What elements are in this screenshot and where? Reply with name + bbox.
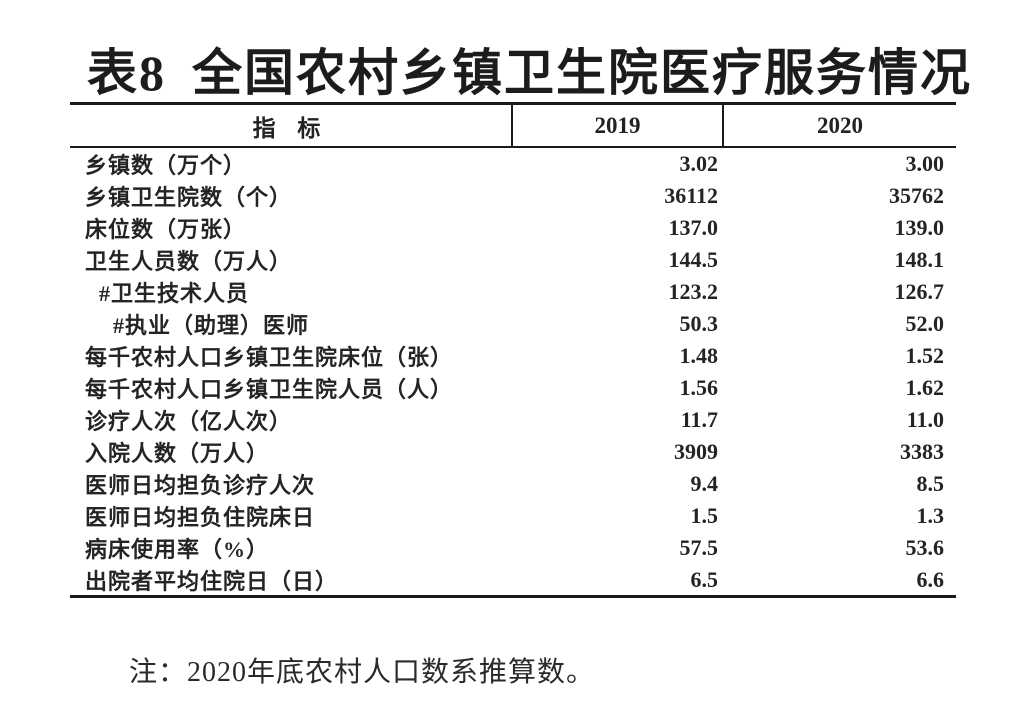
table-row: #卫生技术人员 123.2 126.7	[70, 276, 956, 308]
value-2019: 1.5	[690, 503, 719, 528]
value-2020: 139.0	[894, 215, 945, 240]
value-2019: 137.0	[668, 215, 719, 240]
table-number: 表8	[87, 45, 166, 101]
table-row: 床位数（万张） 137.0 139.0	[70, 212, 956, 244]
table-row: 每千农村人口乡镇卫生院人员（人） 1.56 1.62	[70, 372, 956, 404]
table-row: 医师日均担负诊疗人次 9.4 8.5	[70, 468, 956, 500]
value-2020: 52.0	[905, 311, 945, 336]
page-title: 表8 全国农村乡镇卫生院医疗服务情况	[87, 33, 972, 105]
table-row: 乡镇卫生院数（个） 36112 35762	[70, 180, 956, 212]
value-2020: 1.52	[905, 343, 945, 368]
indicator-label: 医师日均担负诊疗人次	[85, 473, 316, 498]
indicator-label: 出院者平均住院日（日）	[85, 569, 339, 594]
indicator-label: 病床使用率（%）	[85, 537, 270, 562]
table-row: 入院人数（万人） 3909 3383	[70, 436, 956, 468]
table-row: 卫生人员数（万人） 144.5 148.1	[70, 244, 956, 276]
table-body: 乡镇数（万个） 3.02 3.00 乡镇卫生院数（个） 36112 35762 …	[70, 148, 956, 598]
table-row: 每千农村人口乡镇卫生院床位（张） 1.48 1.52	[70, 340, 956, 372]
value-2020: 8.5	[916, 471, 945, 496]
value-2020: 11.0	[906, 407, 944, 432]
column-header-2020: 2020	[722, 105, 956, 146]
column-header-indicator: 指 标	[252, 115, 329, 141]
indicator-label: 乡镇数（万个）	[85, 153, 247, 178]
column-header-2019: 2019	[511, 105, 722, 146]
value-2020: 126.7	[894, 279, 945, 304]
footnote: 注：2020年底农村人口数系推算数。	[129, 657, 596, 688]
value-2019: 36112	[664, 183, 718, 208]
table-row: 出院者平均住院日（日） 6.5 6.6	[70, 564, 956, 596]
value-2019: 1.56	[679, 375, 719, 400]
table-row: 诊疗人次（亿人次） 11.7 11.0	[70, 404, 956, 436]
statistics-table: 指 标 2019 2020 乡镇数（万个） 3.02 3.00 乡镇卫生院数（个…	[70, 102, 956, 598]
value-2019: 50.3	[679, 311, 719, 336]
indicator-label: 医师日均担负住院床日	[85, 505, 316, 530]
table-title-text: 全国农村乡镇卫生院医疗服务情况	[192, 45, 972, 101]
table-header-row: 指 标 2019 2020	[70, 102, 956, 148]
value-2019: 1.48	[679, 343, 719, 368]
indicator-label: 每千农村人口乡镇卫生院床位（张）	[85, 345, 454, 370]
indicator-label: 入院人数（万人）	[85, 441, 270, 466]
value-2020: 3.00	[905, 151, 945, 176]
indicator-label: #卫生技术人员	[99, 281, 250, 306]
value-2020: 53.6	[905, 535, 945, 560]
value-2019: 123.2	[668, 279, 719, 304]
value-2019: 6.5	[690, 567, 719, 592]
value-2020: 148.1	[894, 247, 945, 272]
table-row: 病床使用率（%） 57.5 53.6	[70, 532, 956, 564]
indicator-label: #执业（助理）医师	[113, 313, 310, 338]
value-2020: 1.3	[916, 503, 945, 528]
value-2019: 144.5	[668, 247, 719, 272]
value-2019: 11.7	[680, 407, 718, 432]
table-row: 医师日均担负住院床日 1.5 1.3	[70, 500, 956, 532]
value-2019: 9.4	[690, 471, 719, 496]
table-row: #执业（助理）医师 50.3 52.0	[70, 308, 956, 340]
indicator-label: 乡镇卫生院数（个）	[85, 185, 293, 210]
indicator-label: 床位数（万张）	[85, 217, 247, 242]
value-2020: 3383	[900, 439, 944, 464]
value-2019: 3909	[674, 439, 718, 464]
indicator-label: 卫生人员数（万人）	[85, 249, 293, 274]
value-2019: 57.5	[679, 535, 719, 560]
indicator-label: 诊疗人次（亿人次）	[85, 409, 293, 434]
value-2020: 6.6	[916, 567, 945, 592]
value-2020: 35762	[889, 183, 944, 208]
table-row: 乡镇数（万个） 3.02 3.00	[70, 148, 956, 180]
value-2019: 3.02	[679, 151, 719, 176]
value-2020: 1.62	[905, 375, 945, 400]
indicator-label: 每千农村人口乡镇卫生院人员（人）	[85, 377, 454, 402]
